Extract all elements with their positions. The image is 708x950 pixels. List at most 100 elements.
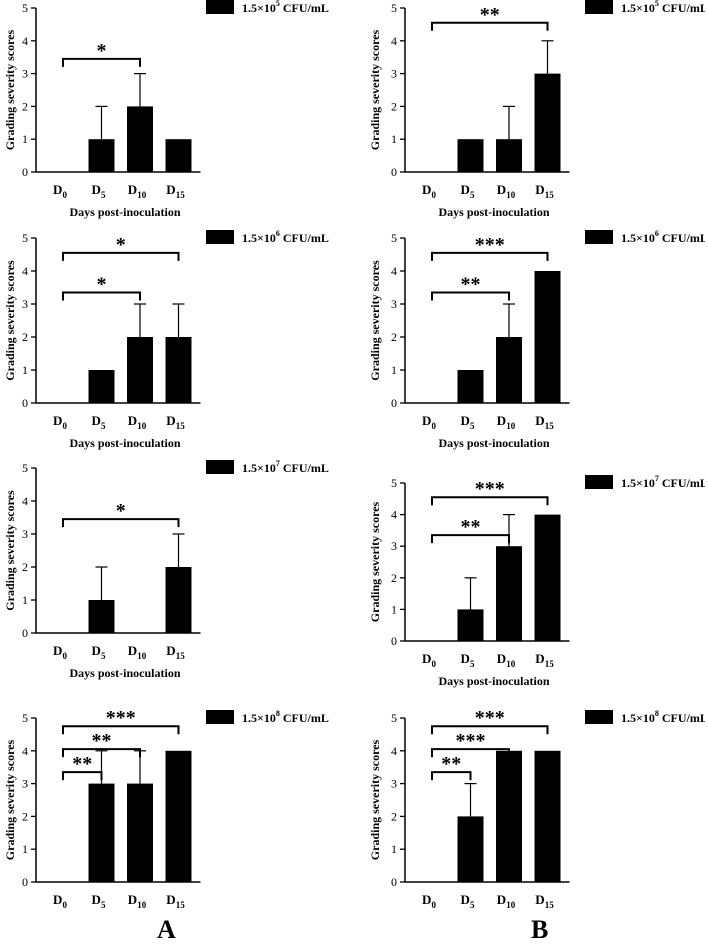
significance-label: *** <box>475 478 505 500</box>
significance-bracket <box>62 57 141 67</box>
y-tick-label: 0 <box>391 396 397 410</box>
significance-label: *** <box>106 707 136 729</box>
legend-label: 1.5×107 CFU/mL <box>621 474 705 490</box>
error-bar <box>464 782 477 817</box>
y-tick-label: 5 <box>391 711 397 725</box>
y-axis-title: Grading severity scores <box>3 490 17 611</box>
significance-bracket <box>431 748 510 758</box>
error-bar <box>95 105 108 140</box>
y-tick-label: 0 <box>22 396 28 410</box>
y-tick-label: 4 <box>391 34 397 48</box>
y-tick-label: 3 <box>391 67 397 81</box>
y-tick-label: 4 <box>391 744 397 758</box>
x-tick-label: D5 <box>92 182 106 200</box>
y-tick-label: 2 <box>22 809 28 823</box>
y-axis-title: Grading severity scores <box>3 260 17 381</box>
legend-label: 1.5×105 CFU/mL <box>621 0 705 15</box>
x-tick-label: D5 <box>92 413 106 431</box>
significance-bracket <box>431 534 510 544</box>
x-tick-label: D0 <box>53 413 67 431</box>
panel-label-b: B <box>531 915 549 944</box>
significance-bracket <box>431 21 549 31</box>
chart-panel: 0 1 2 3 4 5 D0 D5 D10 D15 * * Grading severity score… <box>0 228 340 463</box>
x-tick-label: D5 <box>461 651 475 669</box>
y-tick-label: 3 <box>22 527 28 541</box>
legend-label: 1.5×108 CFU/mL <box>242 709 329 725</box>
x-tick-label: D15 <box>535 413 554 431</box>
legend-label: 1.5×105 CFU/mL <box>242 0 329 15</box>
significance-label: * <box>97 273 107 295</box>
bar <box>534 271 561 403</box>
y-axis-title: Grading severity scores <box>3 29 17 150</box>
y-tick-label: 2 <box>391 809 397 823</box>
x-axis-title: Days post-inoculation <box>438 205 549 219</box>
y-tick-label: 1 <box>391 363 397 377</box>
legend-swatch <box>206 710 234 724</box>
significance-label: ** <box>461 516 481 538</box>
bar <box>165 139 192 172</box>
x-tick-label: D15 <box>166 892 185 910</box>
y-tick-label: 5 <box>22 1 28 15</box>
bar-chart: 0 1 2 3 4 5 D0 D5 D10 D15 * * Grading severity score… <box>3 229 329 450</box>
error-bar <box>134 72 146 107</box>
y-axis-title: Grading severity scores <box>368 29 382 150</box>
y-tick-label: 1 <box>22 363 28 377</box>
x-tick-label: D0 <box>422 892 436 910</box>
y-tick-label: 2 <box>22 560 28 574</box>
x-tick-label: D5 <box>461 182 475 200</box>
significance-label: *** <box>475 234 505 256</box>
bar <box>165 750 192 882</box>
y-tick-label: 4 <box>22 264 28 278</box>
x-tick-label: D15 <box>535 892 554 910</box>
bar <box>534 514 561 641</box>
y-tick-label: 4 <box>391 264 397 278</box>
bar <box>127 106 153 172</box>
bar <box>496 750 522 882</box>
panel-label-a: A <box>157 915 176 944</box>
bar <box>496 546 522 641</box>
bar-chart: 0 1 2 3 4 5 D0 D5 D10 D15 * Grading severity scores… <box>3 459 329 680</box>
chart-panel: 0 1 2 3 4 5 D0 D5 D10 D15 * Grading severity scores… <box>0 0 340 235</box>
x-tick-label: D0 <box>53 643 67 661</box>
bar <box>88 600 115 633</box>
legend-swatch <box>585 0 613 14</box>
y-axis-title: Grading severity scores <box>3 739 17 860</box>
x-tick-label: D5 <box>461 892 475 910</box>
x-tick-label: D0 <box>422 413 436 431</box>
y-tick-label: 5 <box>22 461 28 475</box>
significance-bracket <box>62 291 141 301</box>
x-tick-label: D0 <box>53 182 67 200</box>
x-tick-label: D10 <box>128 182 147 200</box>
bar <box>457 139 484 172</box>
x-tick-label: D5 <box>461 413 475 431</box>
bar <box>88 783 115 882</box>
y-tick-label: 0 <box>22 875 28 889</box>
significance-bracket <box>431 496 549 506</box>
error-bar <box>95 566 108 600</box>
y-tick-label: 2 <box>22 330 28 344</box>
y-tick-label: 0 <box>391 634 397 648</box>
y-tick-label: 1 <box>391 842 397 856</box>
significance-label: ** <box>461 273 481 295</box>
significance-label: ** <box>480 4 500 26</box>
legend-swatch <box>206 460 234 474</box>
legend-label: 1.5×108 CFU/mL <box>621 709 705 725</box>
x-tick-label: D15 <box>166 643 185 661</box>
legend-label: 1.5×107 CFU/mL <box>242 459 329 475</box>
significance-label: *** <box>456 730 486 752</box>
x-axis-title: Days post-inoculation <box>438 436 549 450</box>
bar <box>127 337 153 403</box>
y-tick-label: 0 <box>391 875 397 889</box>
significance-bracket <box>431 291 510 301</box>
bar <box>496 139 522 172</box>
chart-panel: 0 1 2 3 4 5 D0 D5 D10 D15 ** *** *** Grading severity… <box>365 688 708 929</box>
error-bar <box>464 577 477 610</box>
y-tick-label: 3 <box>22 67 28 81</box>
significance-bracket <box>62 518 180 528</box>
significance-label: * <box>116 234 126 256</box>
y-tick-label: 1 <box>391 602 397 616</box>
x-tick-label: D15 <box>535 651 554 669</box>
